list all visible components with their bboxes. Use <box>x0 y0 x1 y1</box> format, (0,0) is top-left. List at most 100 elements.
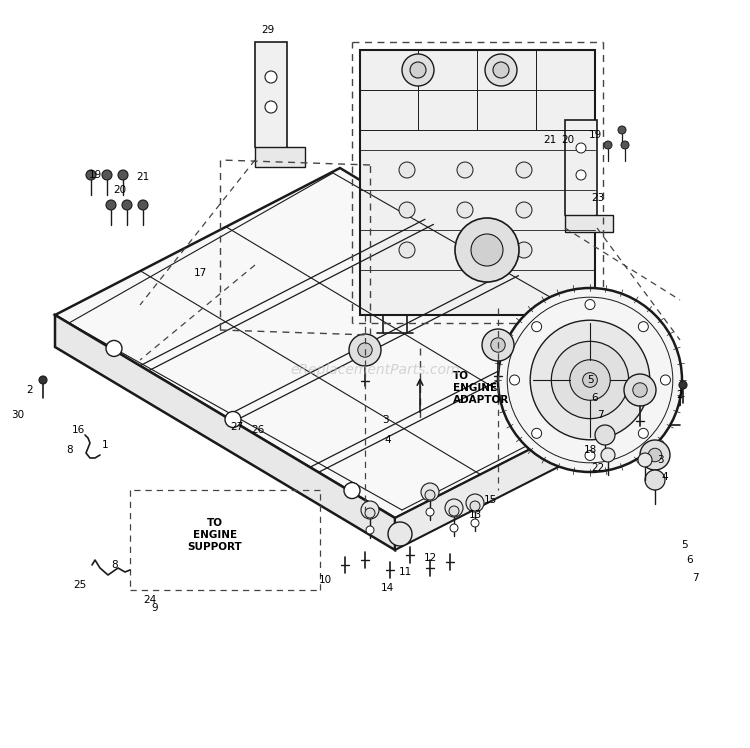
Circle shape <box>457 162 473 178</box>
Circle shape <box>576 143 586 153</box>
Text: 26: 26 <box>251 425 265 435</box>
Text: 8: 8 <box>67 445 74 455</box>
Circle shape <box>638 453 652 467</box>
Circle shape <box>102 170 112 180</box>
Circle shape <box>645 470 665 490</box>
Circle shape <box>86 170 96 180</box>
Circle shape <box>106 340 122 357</box>
Text: 3: 3 <box>382 415 388 425</box>
Text: 9: 9 <box>152 603 158 613</box>
Text: 20: 20 <box>562 135 574 145</box>
Text: 23: 23 <box>591 193 604 203</box>
Circle shape <box>516 202 532 218</box>
Circle shape <box>361 501 379 519</box>
Circle shape <box>118 170 128 180</box>
Text: 3: 3 <box>657 455 663 465</box>
Circle shape <box>399 242 415 258</box>
Circle shape <box>366 526 374 534</box>
Circle shape <box>365 508 375 518</box>
Circle shape <box>516 162 532 178</box>
Circle shape <box>570 360 610 400</box>
Text: 17: 17 <box>194 268 206 278</box>
Text: 12: 12 <box>423 553 436 563</box>
Circle shape <box>450 524 458 532</box>
Circle shape <box>265 71 277 83</box>
Text: 29: 29 <box>261 25 274 35</box>
Text: 2: 2 <box>676 390 683 400</box>
Circle shape <box>445 499 463 517</box>
Circle shape <box>410 62 426 78</box>
Text: 6: 6 <box>592 393 598 403</box>
Polygon shape <box>565 120 597 228</box>
Circle shape <box>106 200 116 210</box>
Text: 18: 18 <box>584 445 597 455</box>
Circle shape <box>551 341 628 419</box>
Circle shape <box>388 522 412 546</box>
Circle shape <box>576 170 586 180</box>
Circle shape <box>449 506 459 516</box>
Polygon shape <box>565 215 613 232</box>
Circle shape <box>470 501 480 511</box>
Text: 19: 19 <box>88 170 102 180</box>
Text: 10: 10 <box>319 575 332 585</box>
Text: 5: 5 <box>682 540 688 550</box>
Text: 20: 20 <box>113 185 127 195</box>
Text: 30: 30 <box>11 410 25 420</box>
Circle shape <box>624 374 656 406</box>
Circle shape <box>225 411 241 428</box>
Polygon shape <box>255 42 287 162</box>
Circle shape <box>421 483 439 501</box>
Text: 27: 27 <box>230 422 244 432</box>
Circle shape <box>516 242 532 258</box>
Polygon shape <box>55 168 680 518</box>
Circle shape <box>402 54 434 86</box>
Circle shape <box>638 322 648 331</box>
Text: 5: 5 <box>586 375 593 385</box>
Circle shape <box>493 62 509 78</box>
Circle shape <box>648 448 662 462</box>
Polygon shape <box>360 50 595 315</box>
Circle shape <box>662 381 678 397</box>
Circle shape <box>138 200 148 210</box>
Text: 22: 22 <box>591 463 604 473</box>
Circle shape <box>585 450 595 461</box>
Circle shape <box>39 376 47 384</box>
Circle shape <box>640 440 670 470</box>
Circle shape <box>621 141 629 149</box>
Circle shape <box>583 373 597 387</box>
Circle shape <box>601 448 615 462</box>
Polygon shape <box>55 315 395 550</box>
Text: 6: 6 <box>687 555 693 565</box>
Text: 24: 24 <box>143 595 157 605</box>
Circle shape <box>457 242 473 258</box>
Text: 4: 4 <box>662 472 668 482</box>
Circle shape <box>482 329 514 361</box>
Text: TO
ENGINE
ADAPTOR: TO ENGINE ADAPTOR <box>453 372 509 405</box>
Text: 19: 19 <box>588 130 602 140</box>
Circle shape <box>638 429 648 438</box>
Circle shape <box>265 101 277 113</box>
Circle shape <box>399 202 415 218</box>
Text: 25: 25 <box>74 580 86 590</box>
Circle shape <box>604 141 612 149</box>
Circle shape <box>532 429 542 438</box>
Circle shape <box>661 375 670 385</box>
Text: 13: 13 <box>468 510 482 520</box>
Polygon shape <box>395 373 680 550</box>
Circle shape <box>399 162 415 178</box>
Circle shape <box>358 343 372 358</box>
Text: 8: 8 <box>112 560 118 570</box>
Circle shape <box>466 494 484 512</box>
Circle shape <box>530 320 650 440</box>
Circle shape <box>455 218 519 282</box>
Circle shape <box>595 425 615 445</box>
Circle shape <box>426 508 434 516</box>
Circle shape <box>532 322 542 331</box>
Text: TO
ENGINE
SUPPORT: TO ENGINE SUPPORT <box>188 518 242 551</box>
Circle shape <box>471 234 503 266</box>
Circle shape <box>490 338 506 352</box>
Circle shape <box>344 482 360 499</box>
Polygon shape <box>255 147 305 167</box>
Circle shape <box>122 200 132 210</box>
Circle shape <box>485 54 517 86</box>
